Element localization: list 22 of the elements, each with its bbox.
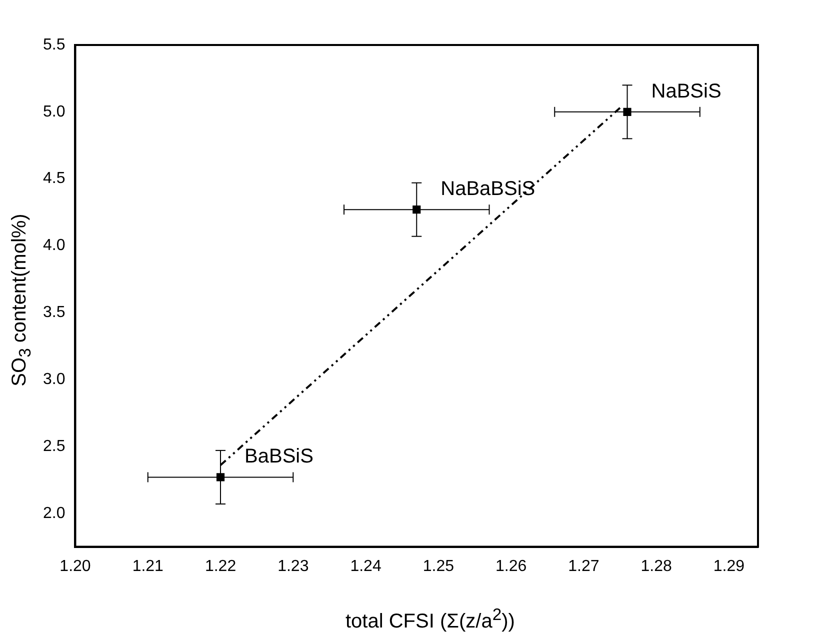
y-tick-label: 4.5	[42, 170, 66, 188]
annotation: NaBaBSiS	[440, 178, 536, 200]
x-axis-title: total CFSI (Σ(z/a$^{2}$))	[346, 605, 515, 634]
x-tick-label: 1.23	[278, 558, 309, 575]
x-tick-label: 1.25	[422, 558, 454, 575]
annotation: NaBSiS	[651, 80, 722, 102]
x-tick-label: 1.22	[204, 558, 236, 575]
x-tick-label: 1.29	[713, 558, 745, 575]
y-tick-label: 2.5	[42, 438, 66, 455]
y-tick-label: 3.5	[42, 304, 66, 322]
x-tick-label: 1.21	[132, 558, 164, 575]
x-tick-label: 1.27	[568, 558, 600, 575]
x-tick-label: 1.28	[640, 558, 672, 575]
y-tick-label: 3.0	[42, 370, 66, 388]
x-tick-label: 1.24	[350, 558, 382, 575]
y-tick-label: 5.5	[42, 36, 66, 54]
x-tick-label: 1.20	[60, 558, 91, 575]
annotation: BaBSiS	[244, 446, 314, 468]
y-tick-label: 5.0	[42, 103, 66, 120]
x-tick-label: 1.26	[495, 558, 527, 575]
y-tick-label: 2.0	[42, 504, 66, 522]
y-tick-label: 4.0	[42, 237, 66, 254]
